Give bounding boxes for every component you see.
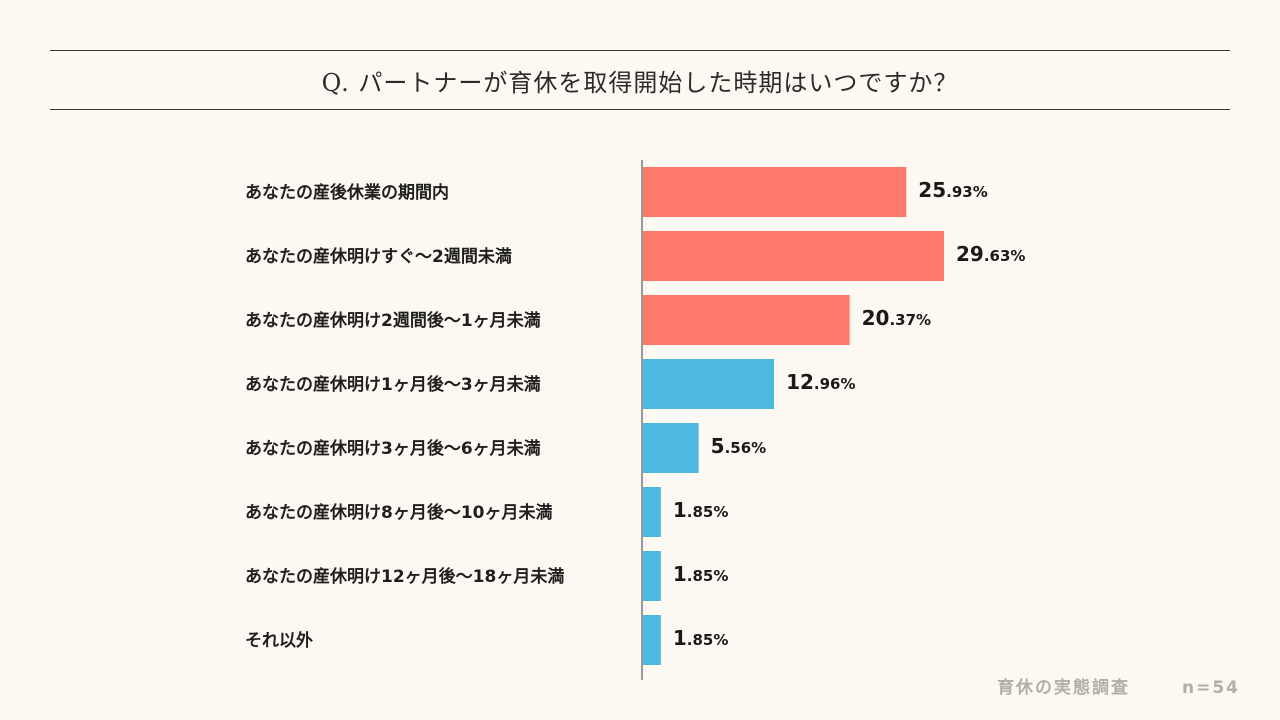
value-label: 1.85%: [673, 626, 729, 650]
footer: 育休の実態調査 n=54: [997, 673, 1240, 698]
value-label: 25.93%: [918, 178, 987, 202]
title-bottom-rule: [50, 109, 1230, 110]
category-label: あなたの産休明け8ヶ月後〜10ヶ月未満: [245, 502, 553, 523]
value-label: 20.37%: [862, 306, 931, 330]
category-label: あなたの産休明け2週間後〜1ヶ月未満: [245, 310, 541, 331]
survey-name: 育休の実態調査: [997, 678, 1131, 698]
bar: [642, 615, 661, 665]
category-label: あなたの産後休業の期間内: [245, 182, 449, 203]
category-label: あなたの産休明けすぐ〜2週間未満: [245, 246, 512, 267]
bar: [642, 551, 661, 601]
bar: [642, 487, 661, 537]
category-label: あなたの産休明け12ヶ月後〜18ヶ月未満: [245, 566, 564, 587]
value-label: 5.56%: [711, 434, 767, 458]
category-label: あなたの産休明け3ヶ月後〜6ヶ月未満: [245, 438, 541, 459]
value-label: 1.85%: [673, 498, 729, 522]
chart-title: Q. パートナーが育休を取得開始した時期はいつですか？: [321, 68, 959, 97]
value-label: 12.96%: [786, 370, 855, 394]
bar: [642, 423, 699, 473]
category-label: それ以外: [245, 630, 313, 651]
bar: [642, 295, 850, 345]
value-label: 29.63%: [956, 242, 1025, 266]
bar: [642, 231, 944, 281]
sample-size: n=54: [1181, 678, 1240, 698]
value-label: 1.85%: [673, 562, 729, 586]
bar: [642, 167, 907, 217]
category-label: あなたの産休明け1ヶ月後〜3ヶ月未満: [245, 374, 541, 395]
bar: [642, 359, 775, 409]
title-top-rule: [50, 50, 1230, 51]
